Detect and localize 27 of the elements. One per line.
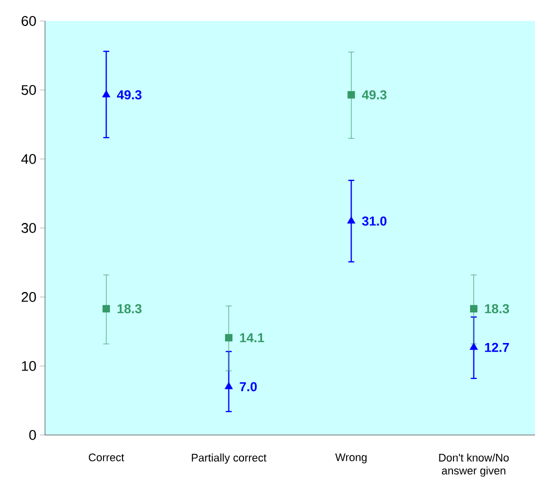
y-tick-label: 60 (22, 16, 36, 26)
point (348, 91, 355, 99)
x-tick-label: Don't know/No answer given (439, 454, 509, 477)
data-label: 31.0 (362, 216, 386, 226)
y-tick-label: 20 (22, 292, 36, 302)
x-tick-label: Wrong (335, 454, 367, 464)
data-label: 12.7 (485, 342, 509, 352)
point (102, 90, 110, 98)
data-label: 18.3 (118, 304, 142, 314)
point (347, 216, 356, 224)
data-label: 49.3 (362, 90, 387, 100)
y-tick-label: 50 (22, 85, 36, 95)
y-tick-label: 40 (21, 154, 36, 164)
y-tick-label: 30 (21, 223, 36, 233)
data-label: 14.1 (240, 333, 264, 342)
data-label: 49.3 (116, 90, 142, 100)
x-tick-label: Partially correct (192, 454, 266, 464)
y-tick-label: 10 (22, 361, 36, 371)
point (470, 342, 478, 350)
data-label: 7.0 (240, 382, 257, 392)
point (102, 305, 110, 312)
y-tick-label: 0 (29, 430, 36, 440)
data-label: 18.3 (485, 304, 510, 314)
point (225, 334, 232, 342)
x-tick-label: Correct (88, 454, 124, 462)
point (470, 305, 478, 312)
point (224, 382, 233, 390)
